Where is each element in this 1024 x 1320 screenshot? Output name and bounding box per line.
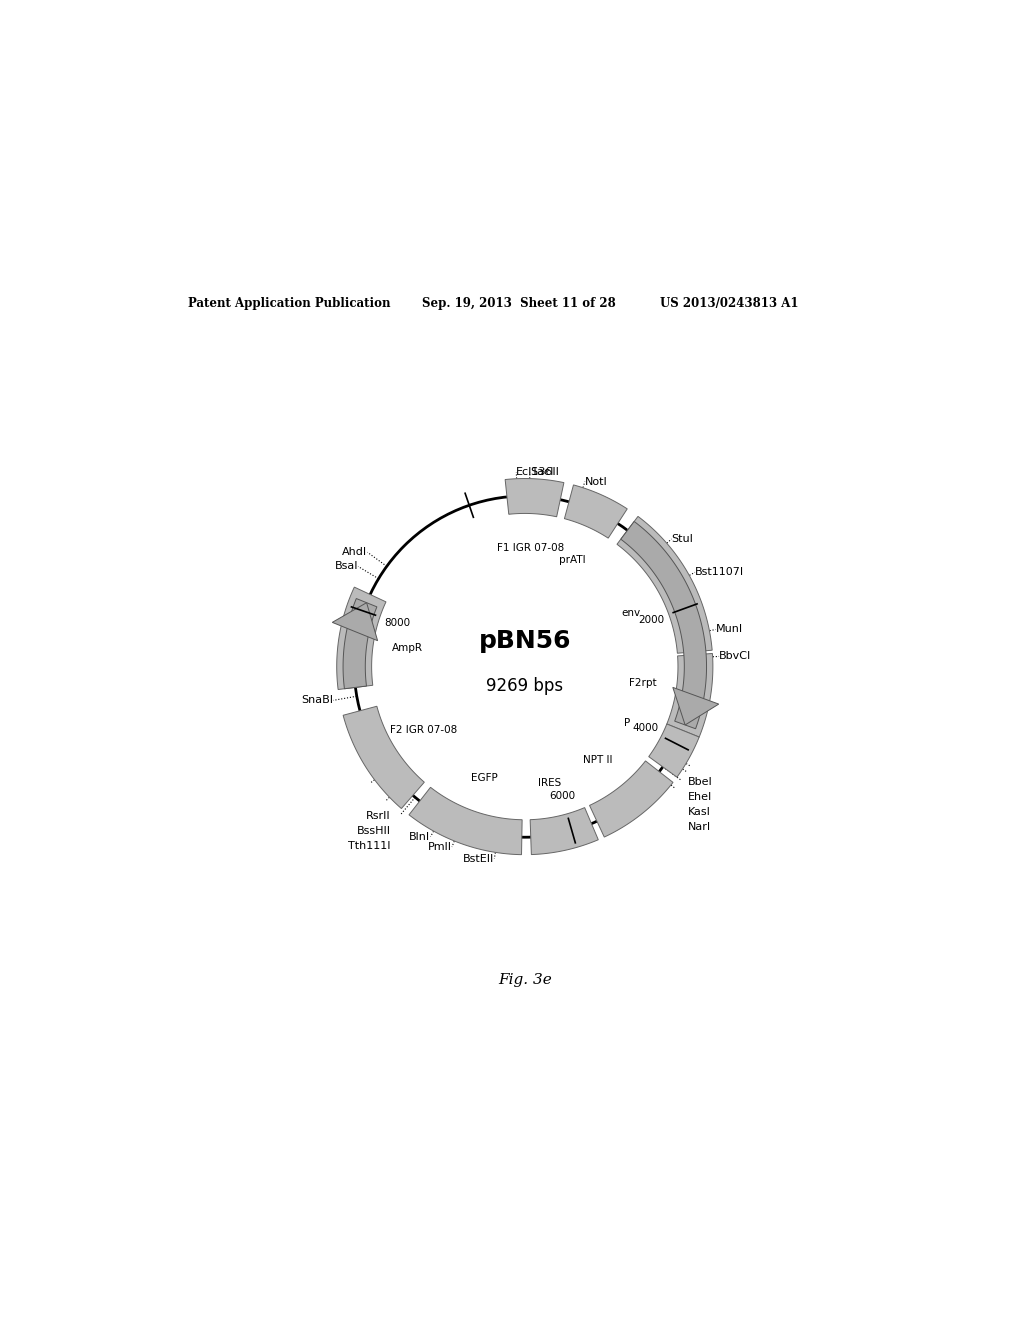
Polygon shape	[530, 808, 598, 854]
Text: KasI: KasI	[688, 807, 711, 817]
Text: MunI: MunI	[716, 624, 742, 635]
Text: StuI: StuI	[672, 535, 693, 544]
Polygon shape	[649, 723, 699, 777]
Text: Fig. 3e: Fig. 3e	[498, 973, 552, 987]
Text: F1 IGR 07-08: F1 IGR 07-08	[498, 543, 564, 553]
Text: BlnI: BlnI	[410, 832, 430, 842]
Polygon shape	[343, 706, 424, 809]
Text: IRES: IRES	[538, 777, 561, 788]
Text: RsrII: RsrII	[366, 810, 390, 821]
Text: 8000: 8000	[384, 618, 411, 628]
Polygon shape	[621, 521, 707, 729]
Text: US 2013/0243813 A1: US 2013/0243813 A1	[659, 297, 799, 310]
Text: prATI: prATI	[559, 554, 586, 565]
Text: PmlI: PmlI	[428, 842, 452, 851]
Text: SacI: SacI	[529, 467, 553, 477]
Text: EheI: EheI	[688, 792, 713, 801]
Text: AhdI: AhdI	[342, 548, 368, 557]
Text: NPT II: NPT II	[584, 755, 612, 766]
Polygon shape	[673, 688, 719, 725]
Text: BbeI: BbeI	[688, 776, 713, 787]
Text: 9269 bps: 9269 bps	[486, 677, 563, 696]
Text: 2000: 2000	[639, 615, 665, 626]
Text: AmpR: AmpR	[392, 643, 423, 653]
Text: Bst1107I: Bst1107I	[695, 568, 744, 577]
Polygon shape	[590, 760, 673, 837]
Polygon shape	[409, 787, 522, 854]
Text: 4000: 4000	[632, 723, 658, 733]
Text: Tth111I: Tth111I	[348, 841, 390, 851]
Text: BbvCI: BbvCI	[719, 652, 752, 661]
Text: P: P	[624, 718, 630, 729]
Polygon shape	[617, 516, 712, 653]
Text: NarI: NarI	[688, 822, 712, 832]
Polygon shape	[332, 603, 378, 640]
Text: F2 IGR 07-08: F2 IGR 07-08	[390, 725, 458, 735]
Polygon shape	[505, 479, 564, 517]
Text: SnaBI: SnaBI	[301, 696, 333, 705]
Text: BssHII: BssHII	[356, 826, 390, 836]
Text: pBN56: pBN56	[478, 630, 571, 653]
Text: NotI: NotI	[585, 477, 607, 487]
Polygon shape	[564, 484, 628, 539]
Text: F2rpt: F2rpt	[629, 678, 656, 688]
Text: BstEII: BstEII	[463, 854, 495, 863]
Polygon shape	[343, 598, 377, 689]
Text: env: env	[622, 607, 640, 618]
Text: EGFP: EGFP	[471, 774, 498, 784]
Text: EcI136II: EcI136II	[516, 467, 560, 478]
Text: Sep. 19, 2013  Sheet 11 of 28: Sep. 19, 2013 Sheet 11 of 28	[422, 297, 615, 310]
Text: Patent Application Publication: Patent Application Publication	[187, 297, 390, 310]
Text: 6000: 6000	[549, 791, 575, 801]
Polygon shape	[667, 653, 713, 737]
Text: BsaI: BsaI	[335, 561, 358, 572]
Polygon shape	[337, 587, 386, 689]
